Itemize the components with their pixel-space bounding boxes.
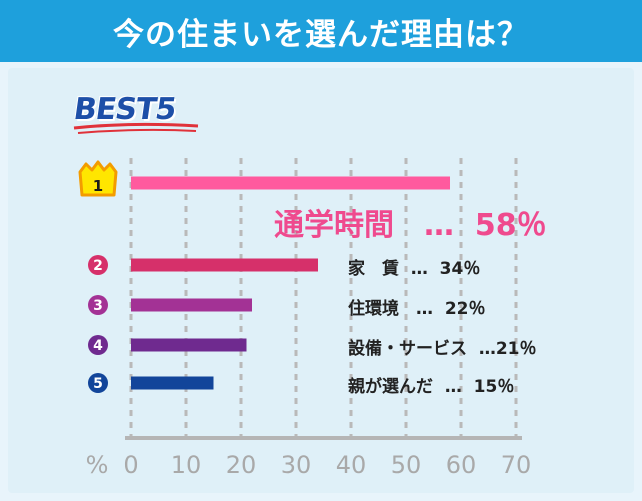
rank-3-label: 3 xyxy=(93,298,103,314)
x-unit-label: % xyxy=(86,451,109,479)
x-tick-label: 30 xyxy=(281,451,312,479)
rank-5-label: 5 xyxy=(93,376,103,392)
bar-4-value-label: 設備・サービス …21％ xyxy=(348,339,537,359)
x-tick-label: 20 xyxy=(226,451,257,479)
x-tick-label: 0 xyxy=(123,451,138,479)
bar-2-value-label: 家 賃 … 34％ xyxy=(348,259,481,279)
rank-4-badge xyxy=(88,335,108,355)
rank-1-label: 1 xyxy=(93,177,103,195)
bar-3 xyxy=(131,298,252,312)
rank-2-label: 2 xyxy=(93,258,103,274)
best-underline xyxy=(73,122,199,134)
bar-3-value-label: 住環境 … 22％ xyxy=(348,299,486,319)
x-tick-label: 70 xyxy=(501,451,532,479)
crown-icon xyxy=(78,160,118,197)
chart-panel xyxy=(8,68,634,493)
bar-1-value-label: 通学時間 … 58％ xyxy=(274,208,547,243)
x-tick-label: 50 xyxy=(391,451,422,479)
rank-3-badge xyxy=(88,295,108,315)
bar-5-value-label: 親が選んだ … 15％ xyxy=(348,377,515,397)
page-title: 今の住まいを選んだ理由は？ xyxy=(0,0,642,62)
rank-2-badge xyxy=(88,255,108,275)
bar-4 xyxy=(131,338,247,352)
bar-5 xyxy=(131,376,214,390)
x-tick-label: 60 xyxy=(446,451,477,479)
bar-1 xyxy=(131,176,450,190)
rank-5-badge xyxy=(88,373,108,393)
x-tick-label: 10 xyxy=(171,451,202,479)
rank-4-label: 4 xyxy=(93,338,103,354)
x-tick-label: 40 xyxy=(336,451,367,479)
bar-2 xyxy=(131,258,318,272)
